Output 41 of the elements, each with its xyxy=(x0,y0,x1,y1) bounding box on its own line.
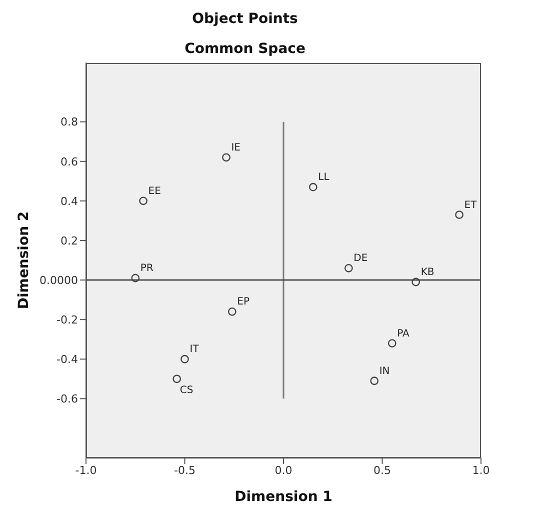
point xyxy=(228,307,236,316)
point xyxy=(344,264,353,272)
x-axis-title: Dimension 1 xyxy=(234,489,332,505)
point xyxy=(388,339,396,348)
data-label: EE xyxy=(148,186,161,197)
data-label: PR xyxy=(140,263,154,274)
y-tick-label: -0.4 xyxy=(56,353,78,366)
point xyxy=(172,374,182,384)
chart-subtitle: Common Space xyxy=(184,40,306,58)
chart-title: Object Points xyxy=(191,10,299,28)
data-label: EP xyxy=(237,296,250,308)
y-tick-label: -0.6 xyxy=(56,392,78,406)
data-label: ET xyxy=(464,200,478,211)
x-tick-label: -1.0 xyxy=(75,464,97,477)
y-tick-label: 0.6 xyxy=(60,155,78,168)
point xyxy=(222,153,230,162)
y-tick-label: 0.0000 xyxy=(40,274,78,287)
x-tick-label: 0.0 xyxy=(274,464,292,477)
point xyxy=(370,376,379,386)
y-tick-label: 0.8 xyxy=(60,116,78,129)
data-label: PA xyxy=(397,328,410,340)
data-label: IN xyxy=(379,366,390,377)
x-tick-label: -0.5 xyxy=(174,464,196,477)
y-axis-title: Dimension 2 xyxy=(16,211,32,310)
y-tick-label: 0.2 xyxy=(60,234,78,248)
point xyxy=(308,182,318,192)
data-label: DE xyxy=(354,253,368,264)
x-tick-label: 0.5 xyxy=(374,464,391,477)
data-label: CS xyxy=(180,384,194,396)
point xyxy=(139,196,148,206)
point xyxy=(455,210,464,219)
data-label: LL xyxy=(318,172,330,184)
point xyxy=(412,278,420,286)
y-tick-label: 0.4 xyxy=(60,194,78,208)
x-tick-label: 1.0 xyxy=(472,464,490,477)
point xyxy=(180,354,189,364)
y-tick-label: -0.2 xyxy=(56,313,78,326)
point xyxy=(131,274,140,282)
data-label: KB xyxy=(420,267,434,278)
data-label: IT xyxy=(190,344,200,356)
data-label: IE xyxy=(231,142,241,154)
